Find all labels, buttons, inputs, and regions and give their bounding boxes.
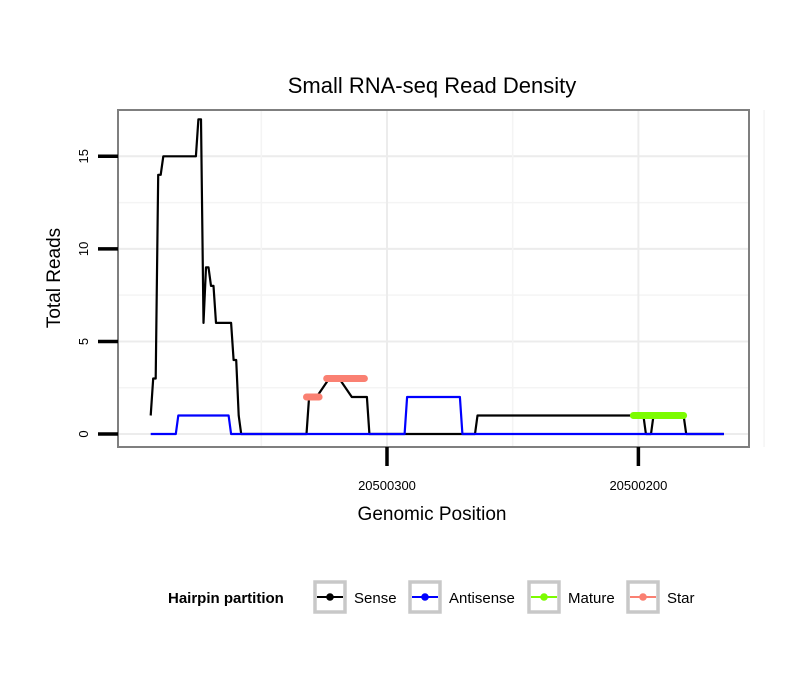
grid-lines xyxy=(118,109,765,447)
legend-label-antisense: Antisense xyxy=(449,590,515,607)
y-tick-label: 15 xyxy=(76,149,91,163)
legend: Hairpin partition Sense Antisense Mature St… xyxy=(168,580,695,614)
series-line-antisense xyxy=(150,395,724,436)
chart-title: Small RNA-seq Read Density xyxy=(288,73,577,98)
series-layer xyxy=(149,118,724,436)
legend-label-mature: Mature xyxy=(568,590,615,607)
legend-key-point xyxy=(326,593,334,601)
legend-key-point xyxy=(421,593,429,601)
y-tick-label: 0 xyxy=(76,430,91,437)
x-tick-label: 20500200 xyxy=(609,478,667,493)
legend-label-sense: Sense xyxy=(354,590,397,607)
legend-key-point xyxy=(639,593,647,601)
plot-panel xyxy=(118,110,749,447)
legend-label-star: Star xyxy=(667,590,695,607)
plot-border xyxy=(117,109,750,448)
y-axis-title: Total Reads xyxy=(44,228,65,328)
legend-items: Sense Antisense Mature Star xyxy=(313,580,695,614)
x-axis-title: Genomic Position xyxy=(358,504,507,525)
axis-ticks: 0 5 10 15 20500300 20500200 xyxy=(76,149,667,493)
legend-title: Hairpin partition xyxy=(168,590,284,607)
legend-key-point xyxy=(540,593,548,601)
y-tick-label: 5 xyxy=(76,338,91,345)
y-tick-label: 10 xyxy=(76,242,91,256)
x-tick-label: 20500300 xyxy=(358,478,416,493)
